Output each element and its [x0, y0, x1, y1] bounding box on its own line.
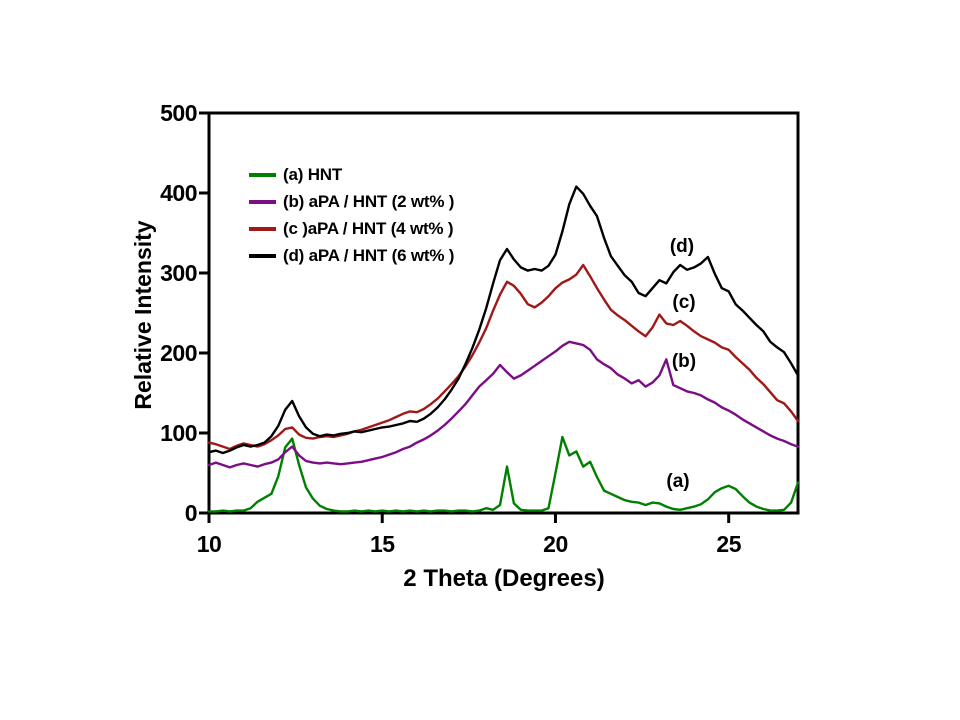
- legend-label: (c )aPA / HNT (4 wt% ): [283, 219, 454, 238]
- y-tick-label-500: 500: [160, 100, 197, 126]
- curve-d: [207, 185, 800, 455]
- y-tick-label-300: 300: [160, 260, 197, 286]
- annotation-a: (a): [666, 471, 690, 492]
- legend-line-swatch: [249, 173, 276, 177]
- legend-item-2: (b) aPA / HNT (2 wt% ): [249, 191, 454, 213]
- x-axis-title: 2 Theta (Degrees): [403, 565, 605, 592]
- legend-item-4: (d) aPA / HNT (6 wt% ): [249, 245, 454, 267]
- legend-item-1: (a) HNT: [249, 164, 342, 186]
- y-tick-label-0: 0: [184, 500, 198, 526]
- x-tick-label-20: 20: [543, 531, 568, 557]
- y-tick-label-400: 400: [160, 180, 197, 206]
- legend-line-swatch: [249, 254, 276, 258]
- curve-a: [207, 435, 800, 513]
- x-tick-label-15: 15: [369, 531, 395, 557]
- annotation-d: (d): [669, 236, 695, 257]
- curve-b: [207, 340, 800, 469]
- legend-line-swatch: [249, 227, 276, 231]
- legend-label: (a) HNT: [283, 165, 343, 184]
- x-tick-label-25: 25: [716, 531, 741, 557]
- plot-frame: [207, 111, 800, 515]
- annotation-b: (b): [671, 351, 697, 372]
- legend-line-swatch: [249, 200, 276, 204]
- annotation-c: (c): [672, 292, 696, 313]
- legend-label: (d) aPA / HNT (6 wt% ): [283, 246, 455, 265]
- legend-label: (b) aPA / HNT (2 wt% ): [283, 192, 455, 211]
- y-tick-label-100: 100: [160, 420, 197, 446]
- y-tick-label-200: 200: [160, 340, 197, 366]
- legend-item-3: (c )aPA / HNT (4 wt% ): [249, 218, 454, 240]
- curve-c: [207, 263, 800, 451]
- x-tick-label-10: 10: [196, 531, 222, 557]
